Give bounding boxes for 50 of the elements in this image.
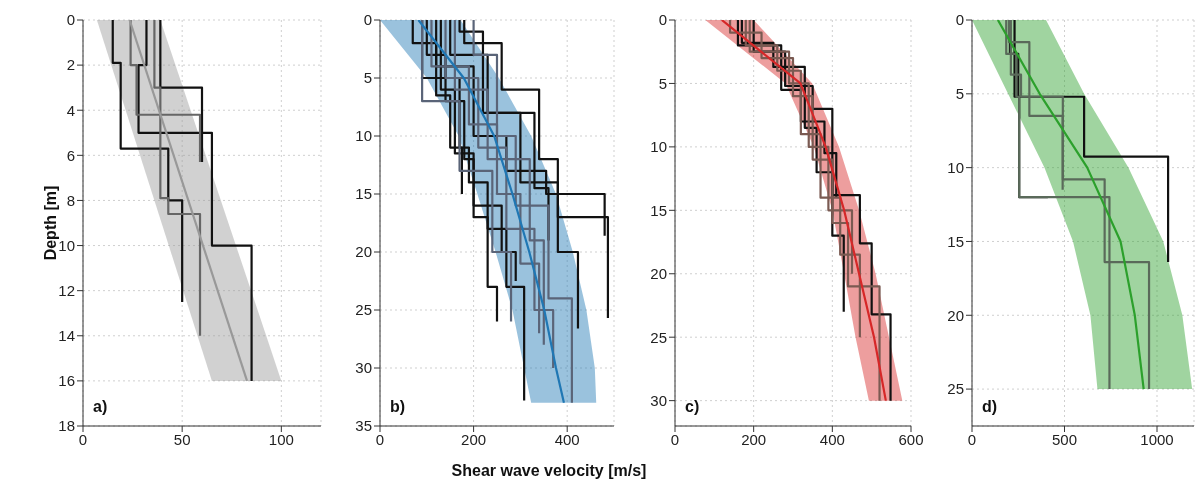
x-tick-label: 0 [78,430,88,448]
annotation: c) [685,398,700,416]
y-tick-label: 30 [650,391,667,409]
y-tick-label: 8 [66,191,75,209]
y-tick-label: 0 [658,11,667,29]
x-tick-label: 400 [819,430,845,448]
y-tick-label: 10 [650,138,667,156]
y-tick-label: 10 [947,158,964,176]
y-tick-label: 18 [58,417,75,435]
y-tick-label: 35 [355,417,372,435]
y-tick-label: 14 [58,327,75,345]
y-tick-label: 25 [355,301,372,319]
y-tick-label: 12 [58,281,75,299]
x-tick-label: 1000 [1140,430,1174,448]
annotation: a) [93,398,108,416]
y-tick-label: 25 [947,380,964,398]
y-axis-title: Depth [m] [42,184,59,263]
annotation: b) [390,398,406,416]
y-tick-label: 20 [947,306,964,324]
x-tick-label: 500 [1051,430,1078,448]
y-tick-label: 25 [650,328,667,346]
y-tick-label: 16 [58,372,75,390]
x-tick-label: 0 [375,430,385,448]
y-tick-label: 0 [363,11,372,29]
x-tick-label: 400 [554,430,580,448]
y-tick-label: 20 [650,265,667,283]
x-tick-label: 100 [268,430,294,448]
x-tick-label: 200 [741,430,767,448]
y-tick-label: 30 [355,359,372,377]
y-tick-label: 5 [363,69,372,87]
y-tick-label: 15 [650,201,667,219]
x-tick-label: 600 [898,430,924,448]
y-tick-label: 10 [58,236,75,254]
y-tick-label: 10 [355,127,372,145]
x-tick-label: 50 [173,430,191,448]
y-tick-label: 2 [66,56,75,74]
annotation: d) [982,398,998,416]
y-tick-label: 15 [947,232,964,250]
y-tick-label: 0 [66,11,75,29]
y-tick-label: 0 [955,11,964,29]
y-tick-label: 5 [658,74,667,92]
y-tick-label: 20 [355,243,372,261]
y-tick-label: 15 [355,185,372,203]
y-tick-label: 5 [955,85,964,103]
x-tick-label: 0 [967,430,977,448]
x-tick-label: 0 [670,430,680,448]
x-tick-label: 200 [461,430,487,448]
x-axis-title: Shear wave velocity [m/s] [450,462,648,480]
y-tick-label: 6 [66,146,75,164]
y-tick-label: 4 [66,101,75,119]
